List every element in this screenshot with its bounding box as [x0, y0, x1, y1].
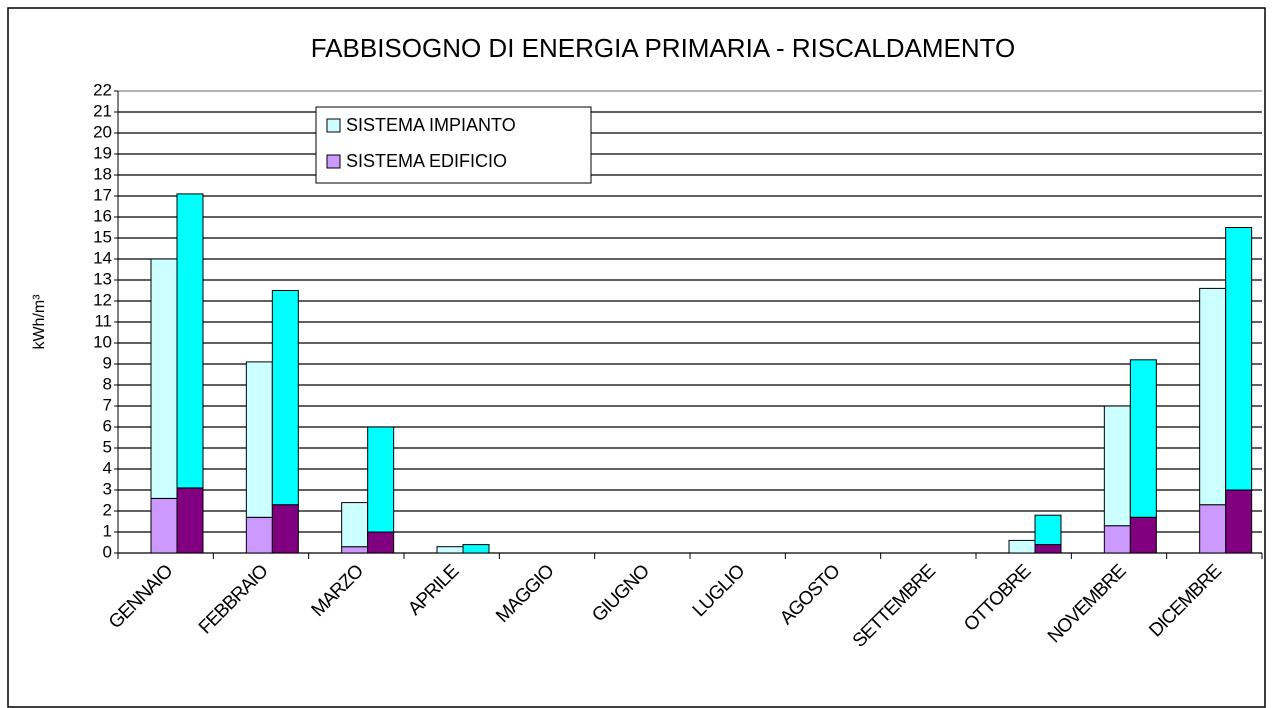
y-tick-label: 12 — [93, 290, 112, 309]
bar-segment — [1103, 405, 1131, 527]
y-tick-label: 21 — [93, 101, 112, 120]
y-tick-label: 19 — [93, 143, 112, 162]
bar-segment — [367, 426, 395, 533]
y-tick-label: 10 — [93, 332, 112, 351]
bar-segment — [341, 546, 369, 554]
y-tick-label: 4 — [103, 458, 112, 477]
y-tick-label: 11 — [94, 311, 112, 330]
y-tick-label: 1 — [103, 521, 112, 540]
y-tick-label: 8 — [103, 374, 112, 393]
y-tick-label: 14 — [93, 248, 112, 267]
bar-segment — [1103, 525, 1131, 554]
y-tick-label: 9 — [103, 353, 112, 372]
bar-segment — [1034, 544, 1062, 554]
bar-segment — [462, 544, 490, 554]
y-tick-label: 16 — [93, 206, 112, 225]
bar-segment — [271, 504, 299, 554]
bar-segment — [1008, 539, 1036, 554]
bar-segment — [245, 361, 273, 518]
legend-swatch — [326, 118, 341, 133]
y-tick-label: 6 — [103, 416, 112, 435]
bar-segment — [245, 516, 273, 554]
bar-segment — [1199, 504, 1227, 554]
legend-label: SISTEMA EDIFICIO — [346, 151, 507, 171]
bar-segment — [1225, 489, 1253, 554]
bar-segment — [1129, 516, 1157, 554]
bar-segment — [1129, 359, 1157, 518]
chart-title: FABBISOGNO DI ENERGIA PRIMARIA - RISCALD… — [311, 33, 1016, 63]
legend-label: SISTEMA IMPIANTO — [346, 115, 516, 135]
bar-segment — [176, 487, 204, 554]
bar-segment — [150, 258, 178, 499]
legend-swatch — [326, 154, 341, 169]
y-tick-label: 0 — [103, 542, 112, 561]
bar-segment — [1199, 287, 1227, 506]
y-tick-label: 18 — [93, 164, 112, 183]
bar-segment — [1225, 227, 1253, 491]
bar-segment — [367, 531, 395, 554]
bar-segment — [150, 497, 178, 554]
legend-box — [315, 106, 592, 184]
y-tick-label: 5 — [103, 437, 112, 456]
y-tick-label: 22 — [93, 80, 112, 99]
bar-segment — [436, 546, 464, 554]
y-tick-label: 2 — [103, 500, 112, 519]
bar-segment — [341, 502, 369, 548]
y-tick-label: 7 — [103, 395, 112, 414]
bar-segment — [176, 193, 204, 489]
y-tick-label: 3 — [103, 479, 112, 498]
y-tick-label: 20 — [93, 122, 112, 141]
y-axis-label: kWh/m³ — [31, 294, 48, 350]
y-tick-label: 13 — [93, 269, 112, 288]
bar-segment — [1034, 514, 1062, 546]
bar-segment — [271, 290, 299, 506]
y-tick-label: 15 — [93, 227, 112, 246]
y-tick-label: 17 — [93, 185, 112, 204]
